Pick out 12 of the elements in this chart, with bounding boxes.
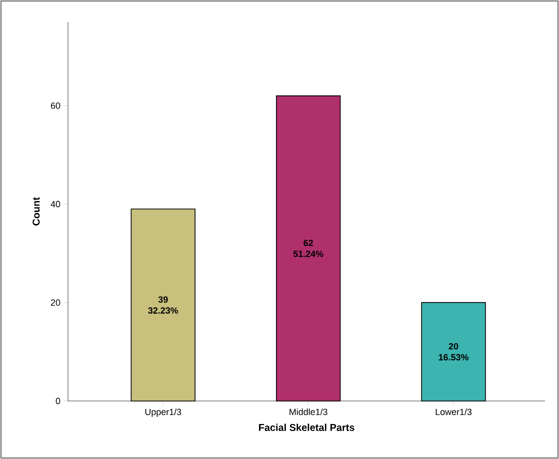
- y-tick-label: 60: [50, 102, 60, 109]
- x-tick-label: Lower1/3: [436, 408, 472, 416]
- y-tick-label: 20: [50, 299, 60, 306]
- y-tick-label: 0: [56, 398, 60, 404]
- data-label: 20 16.53%: [438, 343, 468, 360]
- x-tick-label: Upper1/3: [145, 408, 182, 417]
- data-label: 39 32.23%: [148, 296, 178, 314]
- data-label: 62 51.24%: [293, 240, 324, 258]
- x-tick-label: Middle1/3: [290, 408, 328, 416]
- y-tick-label: 40: [50, 200, 60, 208]
- y-axis-title: Count: [32, 197, 40, 226]
- x-axis-title: Facial Skeletal Parts: [259, 424, 354, 432]
